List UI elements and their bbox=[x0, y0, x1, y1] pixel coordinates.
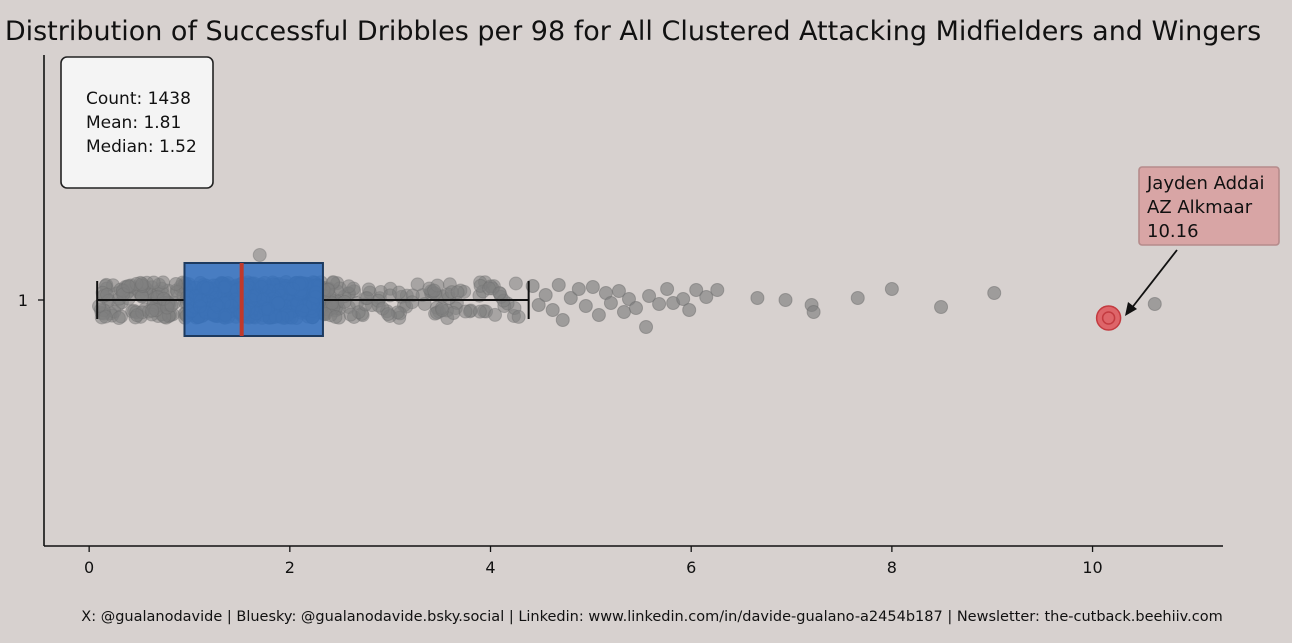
stats-box-frame bbox=[60, 56, 214, 189]
outlier-point bbox=[884, 282, 899, 296]
outlier-point bbox=[806, 305, 821, 319]
outlier-point bbox=[571, 282, 586, 296]
highlight-layer bbox=[1095, 305, 1122, 331]
strip-point bbox=[472, 304, 487, 319]
strip-point bbox=[511, 309, 526, 324]
strip-point bbox=[380, 307, 395, 322]
outlier-point bbox=[934, 300, 949, 314]
outlier-point bbox=[603, 296, 618, 310]
strip-point bbox=[337, 294, 352, 309]
outlier-point bbox=[750, 291, 765, 305]
strip-point bbox=[360, 291, 375, 306]
x-tick-label: 4 bbox=[485, 558, 495, 577]
strip-point bbox=[427, 283, 442, 298]
x-tick-label: 0 bbox=[84, 558, 94, 577]
outlier-point bbox=[710, 283, 725, 297]
outlier-point bbox=[689, 283, 704, 297]
x-tick-label: 8 bbox=[887, 558, 897, 577]
strip-point bbox=[164, 298, 179, 313]
strip-point bbox=[508, 276, 523, 291]
outlier-point bbox=[551, 278, 566, 292]
strip-point bbox=[130, 308, 145, 323]
x-tick-label: 10 bbox=[1082, 558, 1102, 577]
x-axis-ticks: 0 2 4 6 8 10 bbox=[84, 546, 1103, 577]
outlier-point bbox=[591, 308, 606, 322]
outlier-point bbox=[639, 320, 654, 334]
annotation-arrow-head bbox=[1125, 302, 1137, 316]
outlier-point bbox=[652, 297, 667, 311]
annotation-arrow-line bbox=[1130, 249, 1178, 310]
outlier-point bbox=[616, 305, 631, 319]
x-tick-label: 2 bbox=[285, 558, 295, 577]
outlier-point bbox=[676, 292, 691, 306]
strip-point bbox=[328, 309, 343, 324]
outlier-point bbox=[1147, 297, 1162, 311]
strip-point bbox=[135, 277, 150, 292]
stats-mean: Mean: 1.81 bbox=[86, 113, 181, 133]
strip-point bbox=[488, 307, 503, 322]
annotation-value: 10.16 bbox=[1147, 221, 1199, 242]
plot-area bbox=[92, 248, 1162, 337]
strip-point bbox=[252, 248, 267, 262]
outlier-point bbox=[629, 301, 644, 315]
strip-point bbox=[145, 303, 160, 318]
outlier-point bbox=[778, 293, 793, 307]
x-tick-label: 6 bbox=[686, 558, 696, 577]
outlier-point bbox=[682, 303, 697, 317]
outlier-point bbox=[578, 299, 593, 313]
outlier-point bbox=[538, 288, 553, 302]
strip-point bbox=[450, 285, 465, 300]
iqr-box bbox=[183, 262, 324, 337]
outlier-point bbox=[531, 298, 546, 312]
annotation-team: AZ Alkmaar bbox=[1147, 197, 1253, 218]
highlight-point bbox=[1095, 305, 1122, 331]
outlier-point bbox=[660, 282, 675, 296]
outlier-point bbox=[611, 284, 626, 298]
strip-point bbox=[392, 285, 407, 300]
annotation-box bbox=[1138, 166, 1280, 246]
highlight-point-ring bbox=[1101, 311, 1116, 325]
outlier-point bbox=[642, 289, 657, 303]
strip-point bbox=[98, 309, 113, 324]
chart-title: Distribution of Successful Dribbles per … bbox=[5, 16, 1261, 47]
footer-credits: X: @gualanodavide | Bluesky: @gualanodav… bbox=[81, 609, 1222, 625]
strip-point bbox=[341, 279, 356, 294]
box-layer bbox=[96, 262, 530, 337]
strip-point bbox=[111, 310, 126, 325]
strip-point bbox=[100, 287, 115, 302]
strip-point bbox=[146, 275, 161, 290]
outlier-point bbox=[555, 313, 570, 327]
strip-point bbox=[410, 277, 425, 292]
stats-count: Count: 1438 bbox=[86, 89, 191, 109]
highlight-annotation: Jayden Addai AZ Alkmaar 10.16 bbox=[1125, 166, 1280, 316]
y-tick: 1 bbox=[18, 291, 44, 310]
strip-point bbox=[92, 299, 107, 314]
outlier-point bbox=[850, 291, 865, 305]
strip-point bbox=[492, 286, 507, 301]
y-tick-label: 1 bbox=[18, 291, 28, 310]
strip-point bbox=[343, 307, 358, 322]
strip-point bbox=[405, 295, 420, 310]
strip-point bbox=[435, 303, 450, 318]
outlier-point bbox=[585, 280, 600, 294]
stats-box: Count: 1438 Mean: 1.81 Median: 1.52 bbox=[60, 56, 214, 189]
outlier-point bbox=[699, 290, 714, 304]
strip-point bbox=[121, 279, 136, 294]
outlier-point bbox=[987, 286, 1002, 300]
annotation-player-name: Jayden Addai bbox=[1146, 173, 1265, 194]
strip-point bbox=[458, 304, 473, 319]
strip-point bbox=[168, 276, 183, 291]
stats-median: Median: 1.52 bbox=[86, 137, 197, 157]
outlier-point bbox=[563, 291, 578, 305]
outlier-point bbox=[545, 303, 560, 317]
